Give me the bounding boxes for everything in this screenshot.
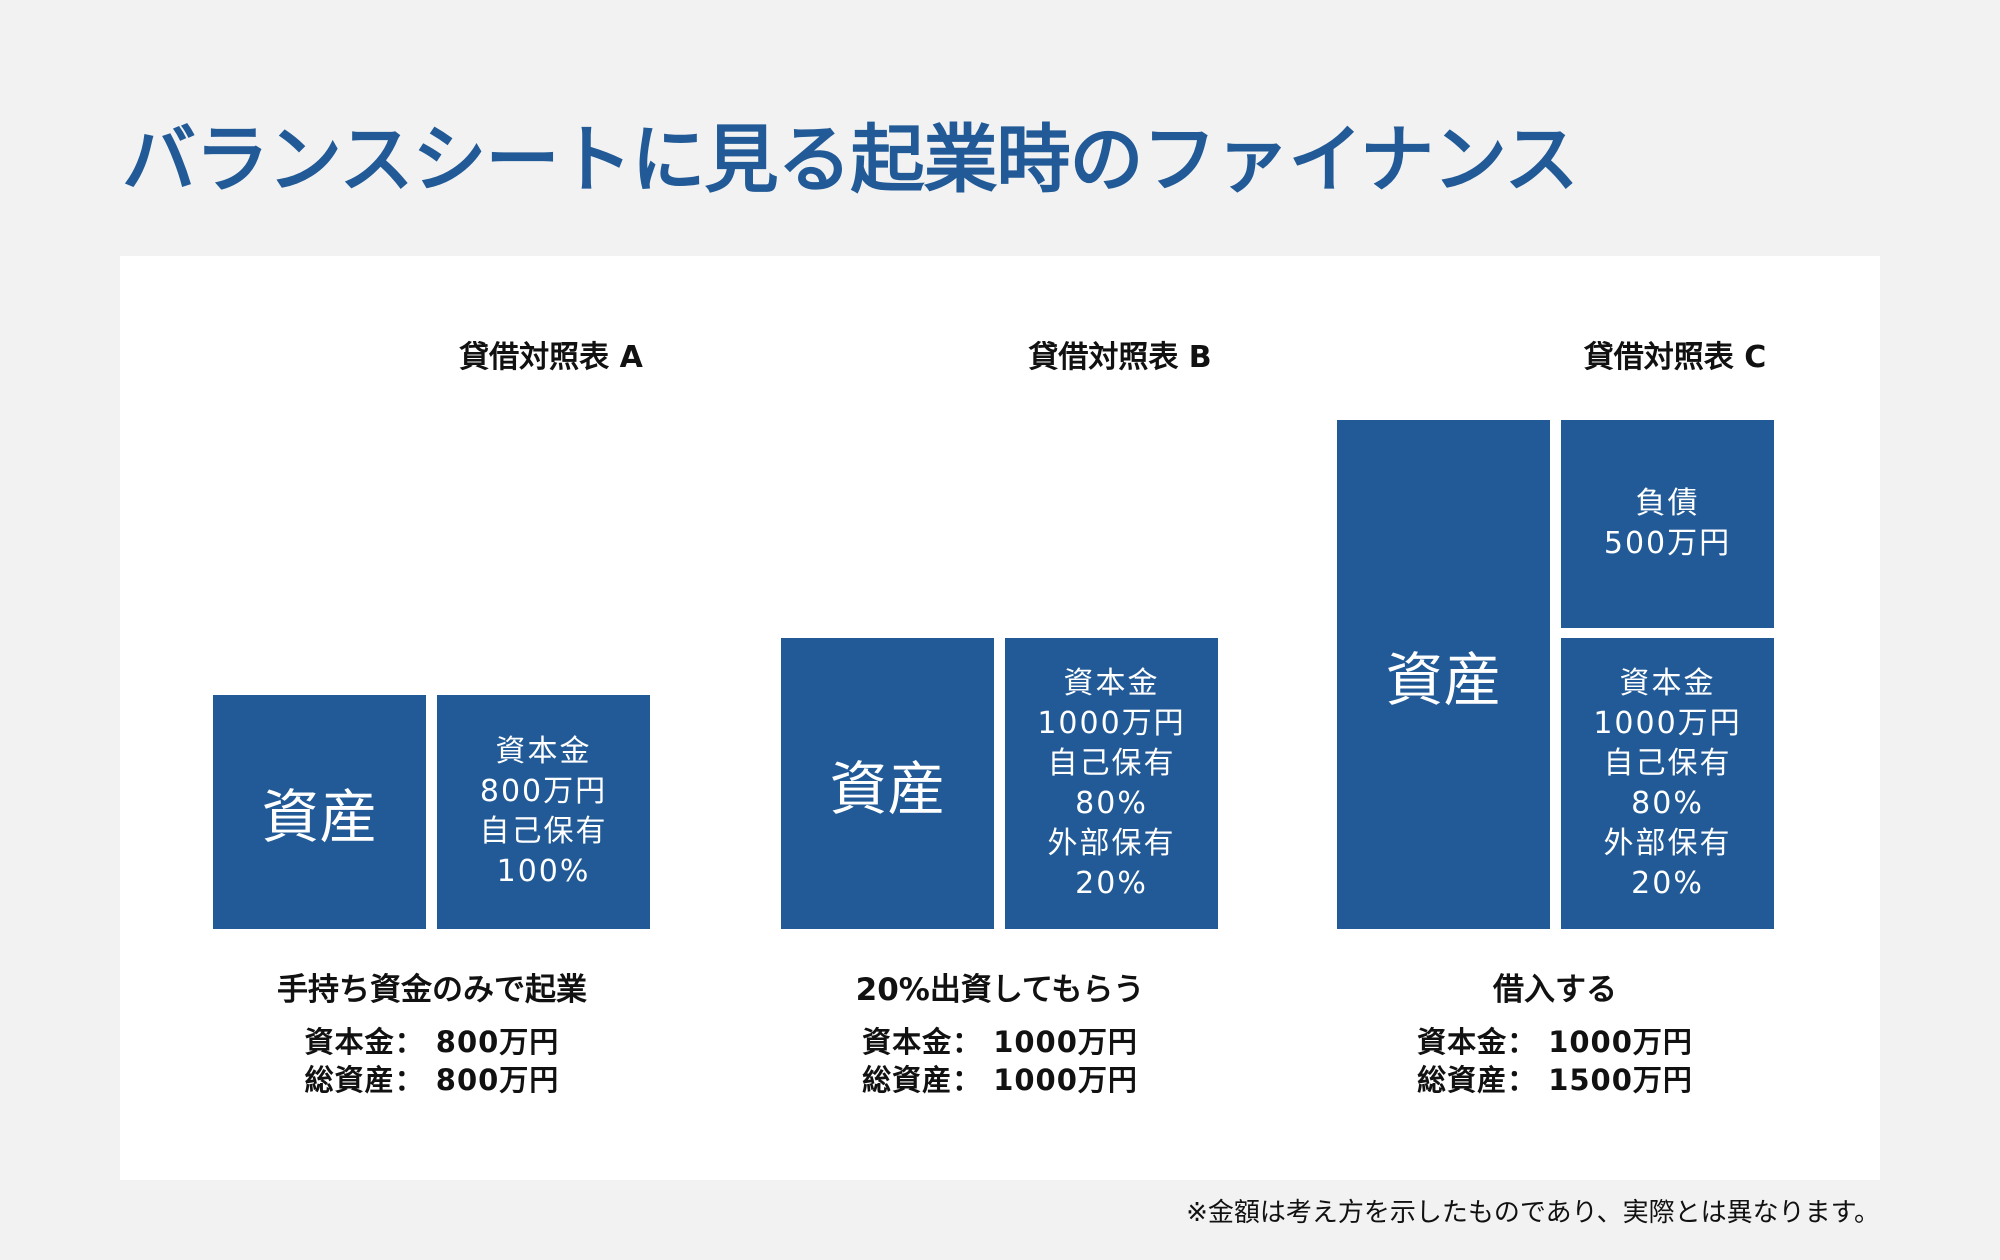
sheet-b-capital-line: 自己保有 bbox=[1047, 745, 1176, 781]
sheet-b-capital-line: 1000万円 bbox=[1037, 705, 1186, 741]
sheet-c-capital-line: 20% bbox=[1631, 865, 1704, 901]
sheet-c-asset-label: 資産 bbox=[1385, 645, 1502, 714]
sheet-c-capital-line: 80% bbox=[1631, 785, 1704, 821]
sheet-a-asset-label: 資産 bbox=[261, 783, 378, 851]
content-panel: 貸借対照表 A 資産 資本金 800万円 自己保有 100% 手持ち資金のみで起… bbox=[120, 256, 1880, 1180]
footnote: ※金額は考え方を示したものであり、実際とは異なります。 bbox=[1186, 1198, 1880, 1228]
sheet-b-capital-box: 資本金 1000万円 自己保有 80% 外部保有 20% bbox=[1005, 638, 1218, 929]
sheet-b-summary-line: 総資産： 1000万円 bbox=[862, 1063, 1138, 1097]
sheet-a-capital-line: 100% bbox=[496, 854, 591, 889]
sheet-a-capital-box: 資本金 800万円 自己保有 100% bbox=[437, 695, 650, 929]
sheet-c-liability-box: 負債 500万円 bbox=[1561, 420, 1774, 628]
sheet-c-summary-line: 資本金： 1000万円 bbox=[1417, 1025, 1693, 1059]
sheet-a-caption: 手持ち資金のみで起業 資本金： 800万円 総資産： 800万円 bbox=[132, 964, 732, 1099]
sheet-a-title: 貸借対照表 A bbox=[459, 340, 643, 375]
sheet-a-summary-line: 総資産： 800万円 bbox=[304, 1063, 560, 1097]
sheet-c-liability-line: 負債 bbox=[1635, 486, 1700, 521]
sheet-a-capital-line: 自己保有 bbox=[479, 814, 608, 849]
sheet-b-capital-line: 80% bbox=[1075, 785, 1148, 821]
sheet-a-capital-line: 資本金 bbox=[495, 734, 592, 769]
sheet-c-caption: 借入する 資本金： 1000万円 総資産： 1500万円 bbox=[1255, 964, 1855, 1099]
sheet-b-summary-line: 資本金： 1000万円 bbox=[862, 1025, 1138, 1059]
sheet-a-asset-box: 資産 bbox=[213, 695, 426, 929]
sheet-c-capital-box: 資本金 1000万円 自己保有 80% 外部保有 20% bbox=[1561, 638, 1774, 929]
sheet-b-capital-line: 20% bbox=[1075, 865, 1148, 901]
sheet-c-capital-line: 外部保有 bbox=[1603, 825, 1732, 861]
sheet-c-capital-line: 資本金 bbox=[1619, 665, 1716, 701]
sheet-b-title: 貸借対照表 B bbox=[1028, 340, 1212, 375]
sheet-b-capital-line: 外部保有 bbox=[1047, 825, 1176, 861]
sheet-c-asset-box: 資産 bbox=[1337, 420, 1550, 929]
sheet-c-liability-line: 500万円 bbox=[1603, 526, 1732, 561]
sheet-c-summary-line: 総資産： 1500万円 bbox=[1417, 1063, 1693, 1097]
sheet-b-caption: 20%出資してもらう 資本金： 1000万円 総資産： 1000万円 bbox=[700, 964, 1300, 1099]
sheet-c-caption-head: 借入する bbox=[1493, 972, 1617, 1008]
sheet-a-capital-line: 800万円 bbox=[479, 774, 608, 809]
sheet-c-title: 貸借対照表 C bbox=[1583, 340, 1767, 375]
sheet-a-caption-head: 手持ち資金のみで起業 bbox=[277, 972, 587, 1008]
sheet-c-capital-line: 1000万円 bbox=[1593, 705, 1742, 741]
sheet-b-caption-head: 20%出資してもらう bbox=[855, 972, 1145, 1008]
sheet-b-asset-label: 資産 bbox=[829, 754, 946, 823]
sheet-b-capital-line: 資本金 bbox=[1063, 665, 1160, 701]
sheet-c-capital-line: 自己保有 bbox=[1603, 745, 1732, 781]
sheet-a-summary-line: 資本金： 800万円 bbox=[304, 1025, 560, 1059]
sheet-b-asset-box: 資産 bbox=[781, 638, 994, 929]
page-title: バランスシートに見る起業時のファイナンス bbox=[122, 117, 1579, 203]
